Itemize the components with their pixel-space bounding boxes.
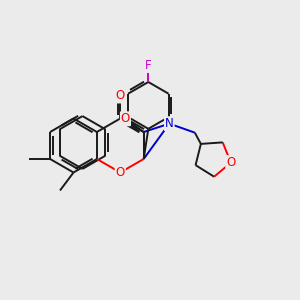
Text: O: O xyxy=(226,156,236,169)
Text: N: N xyxy=(165,117,174,130)
Text: O: O xyxy=(121,112,130,125)
Text: O: O xyxy=(116,166,125,179)
Text: F: F xyxy=(145,59,152,72)
Text: O: O xyxy=(116,89,125,103)
